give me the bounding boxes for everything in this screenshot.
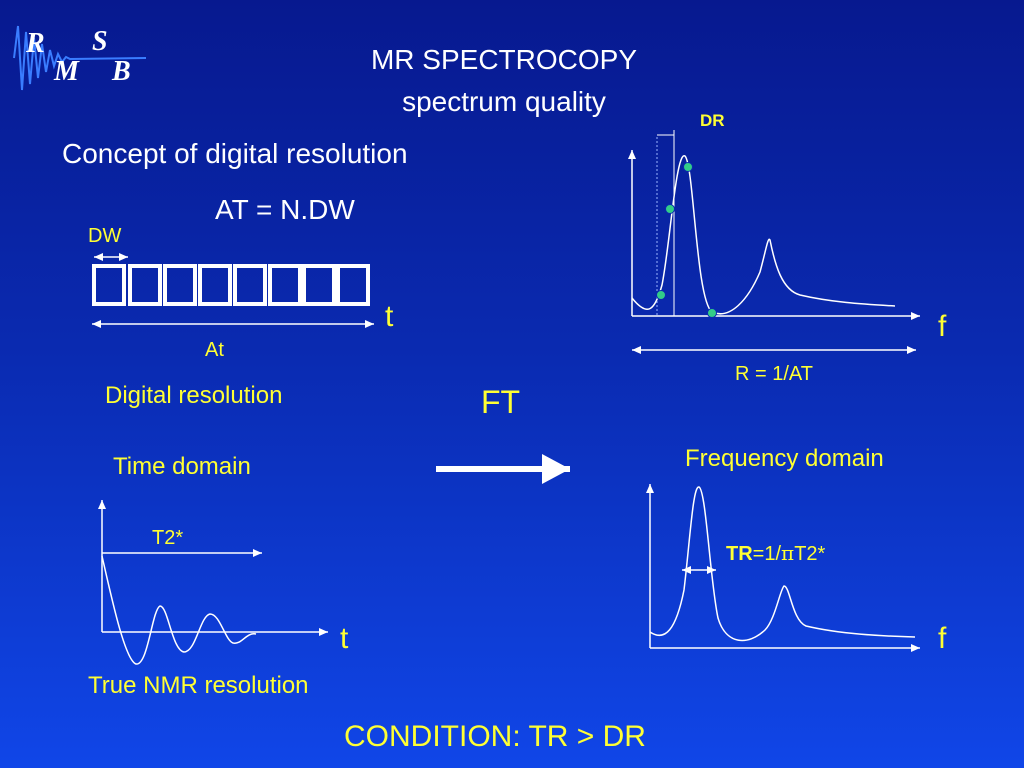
sample-box	[302, 264, 336, 306]
page-title: MR SPECTROCOPY	[370, 44, 638, 75]
concept-heading: Concept of digital resolution	[62, 138, 408, 169]
condition-label: CONDITION: TR > DR	[344, 720, 646, 753]
sample-point	[683, 162, 693, 172]
logo-letter-b: B	[112, 56, 131, 87]
f-axis-label-bottom: f	[938, 622, 947, 655]
sample-box	[163, 264, 197, 306]
tr-eq: =1/	[752, 543, 782, 565]
t-axis-label-top: t	[385, 300, 394, 333]
tr-pi: π	[781, 541, 795, 565]
tr-formula-label: TR=1/πT2*	[726, 543, 825, 564]
sample-box	[268, 264, 302, 306]
ft-label: FT	[481, 384, 521, 420]
tr-tail: T2*	[794, 543, 826, 565]
dr-label: DR	[700, 111, 725, 130]
dw-label: DW	[88, 225, 122, 247]
sample-box	[128, 264, 162, 306]
page-subtitle: spectrum quality	[402, 86, 606, 117]
t2-label: T2*	[152, 527, 184, 549]
true-nmr-resolution-label: True NMR resolution	[88, 672, 309, 699]
r-formula-label: R = 1/AT	[735, 363, 813, 385]
time-domain-label: Time domain	[113, 453, 251, 480]
fid-curve	[101, 555, 257, 665]
logo-letter-r: R	[26, 28, 45, 59]
sample-box	[92, 264, 126, 306]
sample-point	[656, 290, 666, 300]
sample-points	[656, 162, 717, 318]
logo-letter-s: S	[92, 26, 108, 57]
tr-bold: TR	[726, 543, 753, 565]
sample-point	[707, 308, 717, 318]
at-formula: AT = N.DW	[215, 194, 355, 225]
t-axis-label-bottom: t	[340, 622, 349, 655]
frequency-domain-label: Frequency domain	[685, 445, 884, 472]
sampling-boxes	[92, 264, 370, 306]
sample-box	[198, 264, 232, 306]
logo-waveform-icon	[13, 25, 147, 91]
sample-box	[233, 264, 267, 306]
at-label: At	[205, 339, 224, 361]
digital-resolution-label: Digital resolution	[105, 382, 283, 409]
top-spectrum-curve	[631, 155, 896, 315]
logo-letter-m: M	[54, 56, 79, 87]
sample-point	[665, 204, 675, 214]
sample-box	[336, 264, 370, 306]
f-axis-label-top: f	[938, 310, 947, 343]
rmsb-logo: R S M B	[10, 18, 150, 98]
